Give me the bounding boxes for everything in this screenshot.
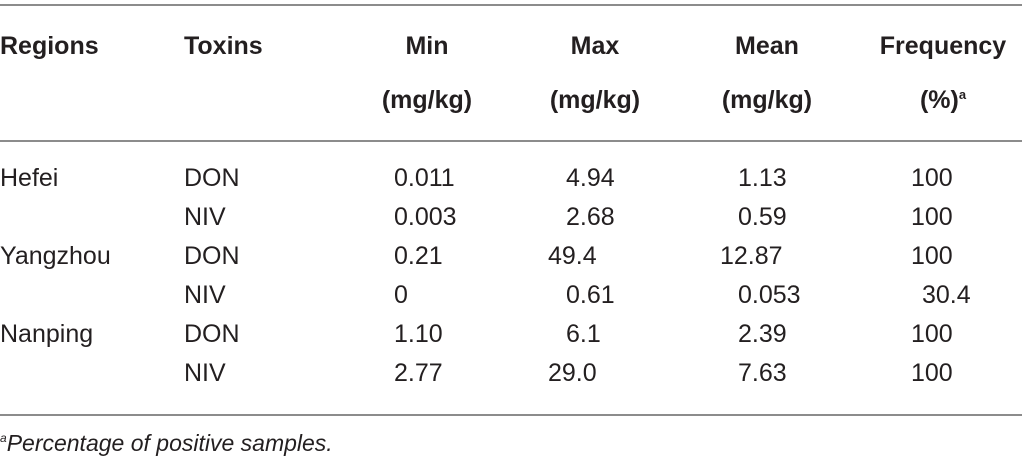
table-row-5-region: Nanping: [0, 320, 94, 348]
header-frequency-unit: (%)a: [868, 85, 1018, 119]
table-row-4-mean: 0.053: [738, 281, 801, 309]
table-row-3-region: Yangzhou: [0, 242, 111, 270]
table-row-1-max: 4.94: [566, 164, 615, 192]
table-row-3-max: 49.4: [548, 242, 597, 270]
table-row-5-min: 1.10: [394, 320, 443, 348]
table-row-6-min: 2.77: [394, 359, 443, 387]
header-frequency: Frequency: [879, 32, 1007, 60]
table-row-3-min: 0.21: [394, 242, 443, 270]
table-row-6-toxin: NIV: [184, 359, 226, 387]
table-row-5-mean: 2.39: [738, 320, 787, 348]
table-row-6-mean: 7.63: [738, 359, 787, 387]
table-row-3-toxin: DON: [184, 242, 240, 270]
header-max: Max: [570, 32, 620, 60]
table-row-6-max: 29.0: [548, 359, 597, 387]
header-min-unit: (mg/kg): [381, 86, 473, 114]
table-row-1-region: Hefei: [0, 164, 59, 192]
table-row-5-frequency: 100: [911, 320, 953, 348]
header-regions: Regions: [0, 32, 99, 60]
header-frequency-unit-text: (%): [919, 86, 959, 114]
table-top-rule: [0, 4, 1022, 6]
table-footnote: aPercentage of positive samples.: [0, 428, 333, 462]
table-row-2-toxin: NIV: [184, 203, 226, 231]
table-row-4-min: 0: [394, 281, 408, 309]
header-frequency-note-mark: a: [958, 87, 967, 102]
table-row-4-frequency: 30.4: [922, 281, 971, 309]
table-header-rule: [0, 140, 1022, 142]
header-mean: Mean: [735, 32, 799, 60]
table-row-2-max: 2.68: [566, 203, 615, 231]
table-bottom-rule: [0, 414, 1022, 416]
table-row-2-frequency: 100: [911, 203, 953, 231]
footnote-mark: a: [0, 431, 7, 445]
table-row-2-min: 0.003: [394, 203, 457, 231]
header-mean-unit: (mg/kg): [721, 86, 813, 114]
table-row-4-max: 0.61: [566, 281, 615, 309]
footnote-text: Percentage of positive samples.: [6, 430, 333, 456]
table-row-1-frequency: 100: [911, 164, 953, 192]
header-min: Min: [405, 32, 449, 60]
table-row-4-toxin: NIV: [184, 281, 226, 309]
header-toxins: Toxins: [184, 32, 263, 60]
table-row-6-frequency: 100: [911, 359, 953, 387]
table-row-5-toxin: DON: [184, 320, 240, 348]
table-row-2-mean: 0.59: [738, 203, 787, 231]
table-row-1-min: 0.011: [394, 164, 455, 192]
header-max-unit: (mg/kg): [549, 86, 641, 114]
table-row-5-max: 6.1: [566, 320, 601, 348]
table-row-1-toxin: DON: [184, 164, 240, 192]
table-row-3-mean: 12.87: [720, 242, 783, 270]
table-row-3-frequency: 100: [911, 242, 953, 270]
table-row-1-mean: 1.13: [738, 164, 787, 192]
